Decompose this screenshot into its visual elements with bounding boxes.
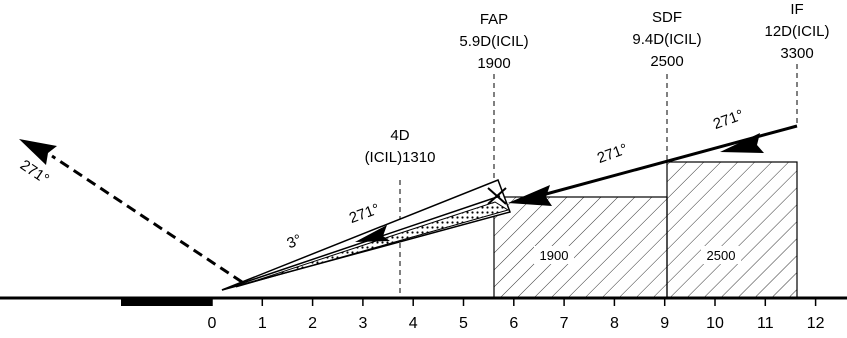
min-altitude-box-sdf-if — [666, 161, 798, 299]
fap-label-distance: 5.9D(ICIL) — [459, 33, 528, 50]
glide-angle-label: 3° — [284, 231, 304, 252]
scale-tick-label: 7 — [560, 315, 569, 332]
scale-tick-label: 6 — [509, 315, 518, 332]
min-altitude-box-fap-sdf — [493, 196, 668, 299]
scale-tick-label: 8 — [610, 315, 619, 332]
glide-path-line — [221, 195, 501, 291]
fap-label-name: FAP — [480, 11, 508, 28]
missed-course-label: 271° — [17, 157, 52, 188]
scale-tick-label: 0 — [208, 315, 217, 332]
sdf-label-distance: 9.4D(ICIL) — [632, 31, 701, 48]
scale-tick-label: 11 — [757, 315, 774, 332]
fap-label-altitude: 1900 — [477, 55, 510, 72]
missed-approach-track — [51, 154, 243, 284]
scale-tick-label: 4 — [409, 315, 418, 332]
min-altitude-label-1900: 1900 — [540, 248, 569, 263]
sdf-label-altitude: 2500 — [650, 53, 683, 70]
min-altitude-label-2500: 2500 — [707, 248, 736, 263]
scale-tick-label: 3 — [358, 315, 367, 332]
scale-tick-label: 2 — [308, 315, 317, 332]
sdf-label-name: SDF — [652, 9, 682, 26]
if-label-name: IF — [790, 1, 803, 18]
missed-approach-arrowhead — [19, 139, 57, 165]
runway-bar — [121, 298, 212, 306]
glide-path-dotted-area — [235, 201, 510, 288]
d4-label-name: 4D — [390, 127, 409, 144]
if-label-distance: 12D(ICIL) — [764, 23, 829, 40]
final-course-label: 271° — [347, 200, 382, 227]
final-course-arrowhead — [355, 225, 390, 242]
scale-tick-label: 9 — [660, 315, 669, 332]
scale-tick-label: 5 — [459, 315, 468, 332]
scale-tick-label: 10 — [706, 315, 724, 332]
if-label-altitude: 3300 — [780, 45, 813, 62]
distance-scale: 0 1 2 3 4 5 6 7 8 9 10 11 12 — [208, 298, 825, 332]
intermediate-arrowhead — [508, 185, 552, 206]
initial-course-label: 271° — [711, 106, 746, 133]
scale-tick-label: 12 — [807, 315, 825, 332]
scale-tick-label: 1 — [258, 315, 267, 332]
glide-path-envelope — [221, 179, 511, 291]
intermediate-course-label: 271° — [595, 140, 630, 167]
initial-arrowhead — [720, 133, 764, 153]
d4-label-distance-altitude: (ICIL)1310 — [365, 149, 436, 166]
